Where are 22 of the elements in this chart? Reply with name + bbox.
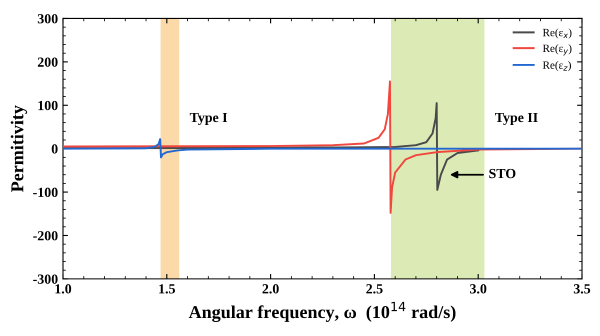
y-tick-label: 100 [38,100,58,110]
y-tick-label: 0 [52,144,58,154]
line-series [63,138,582,158]
x-tick-label: 3.0 [470,284,486,294]
band-label: Type II [495,112,538,126]
legend-label: Re(ε$_{y}$) [542,44,572,56]
legend-label: Re(ε$_{z}$) [542,61,571,72]
y-tick-label: -100 [33,188,58,198]
y-tick-label: -200 [33,231,58,240]
x-axis-title: Angular frequency, ω (10$^{14}$ rad/s) [188,302,456,322]
x-tick-label: 1.5 [159,284,175,294]
x-tick-label: 2.5 [366,284,383,294]
x-tick-label: 3.5 [574,284,590,294]
y-tick-label: -300 [33,274,58,284]
y-tick-label: 200 [38,57,58,67]
y-axis-title: Permitivity [10,105,28,192]
x-tick-label: 2.0 [262,284,279,294]
y-tick-label: 300 [38,14,58,24]
x-tick-label: 1.0 [55,284,72,294]
band-label: Type I [190,112,228,126]
annotation: STO [489,168,516,178]
legend-label: Re(ε$_{x}$) [542,28,572,39]
